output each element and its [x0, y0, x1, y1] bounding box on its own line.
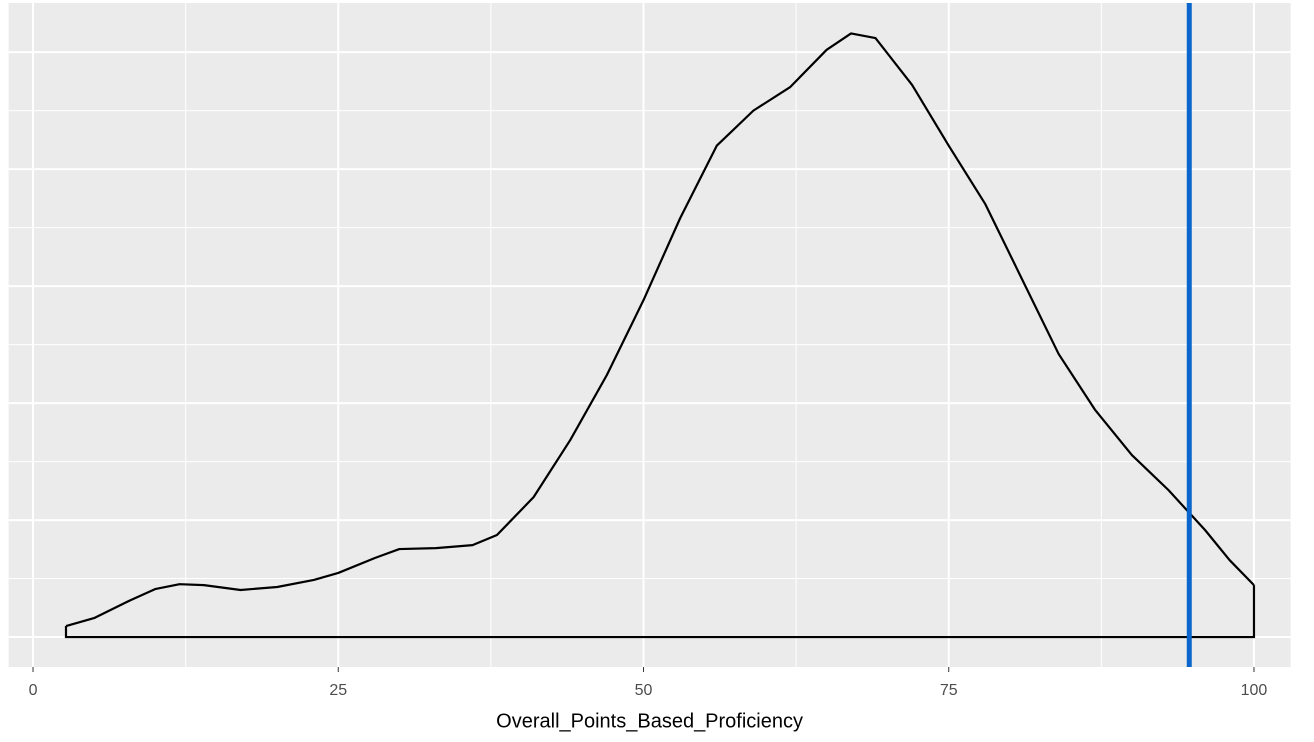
x-tick-label: 50	[635, 682, 653, 699]
x-tick-label: 25	[329, 682, 347, 699]
panel	[8, 3, 1291, 667]
x-tick-label: 0	[29, 682, 38, 699]
x-axis-title: Overall_Points_Based_Proficiency	[496, 710, 803, 732]
density-curve	[65, 32, 1255, 628]
x-tick-label: 75	[940, 682, 958, 699]
x-tick-label: 100	[1241, 682, 1268, 699]
density-outline	[64, 585, 1256, 639]
